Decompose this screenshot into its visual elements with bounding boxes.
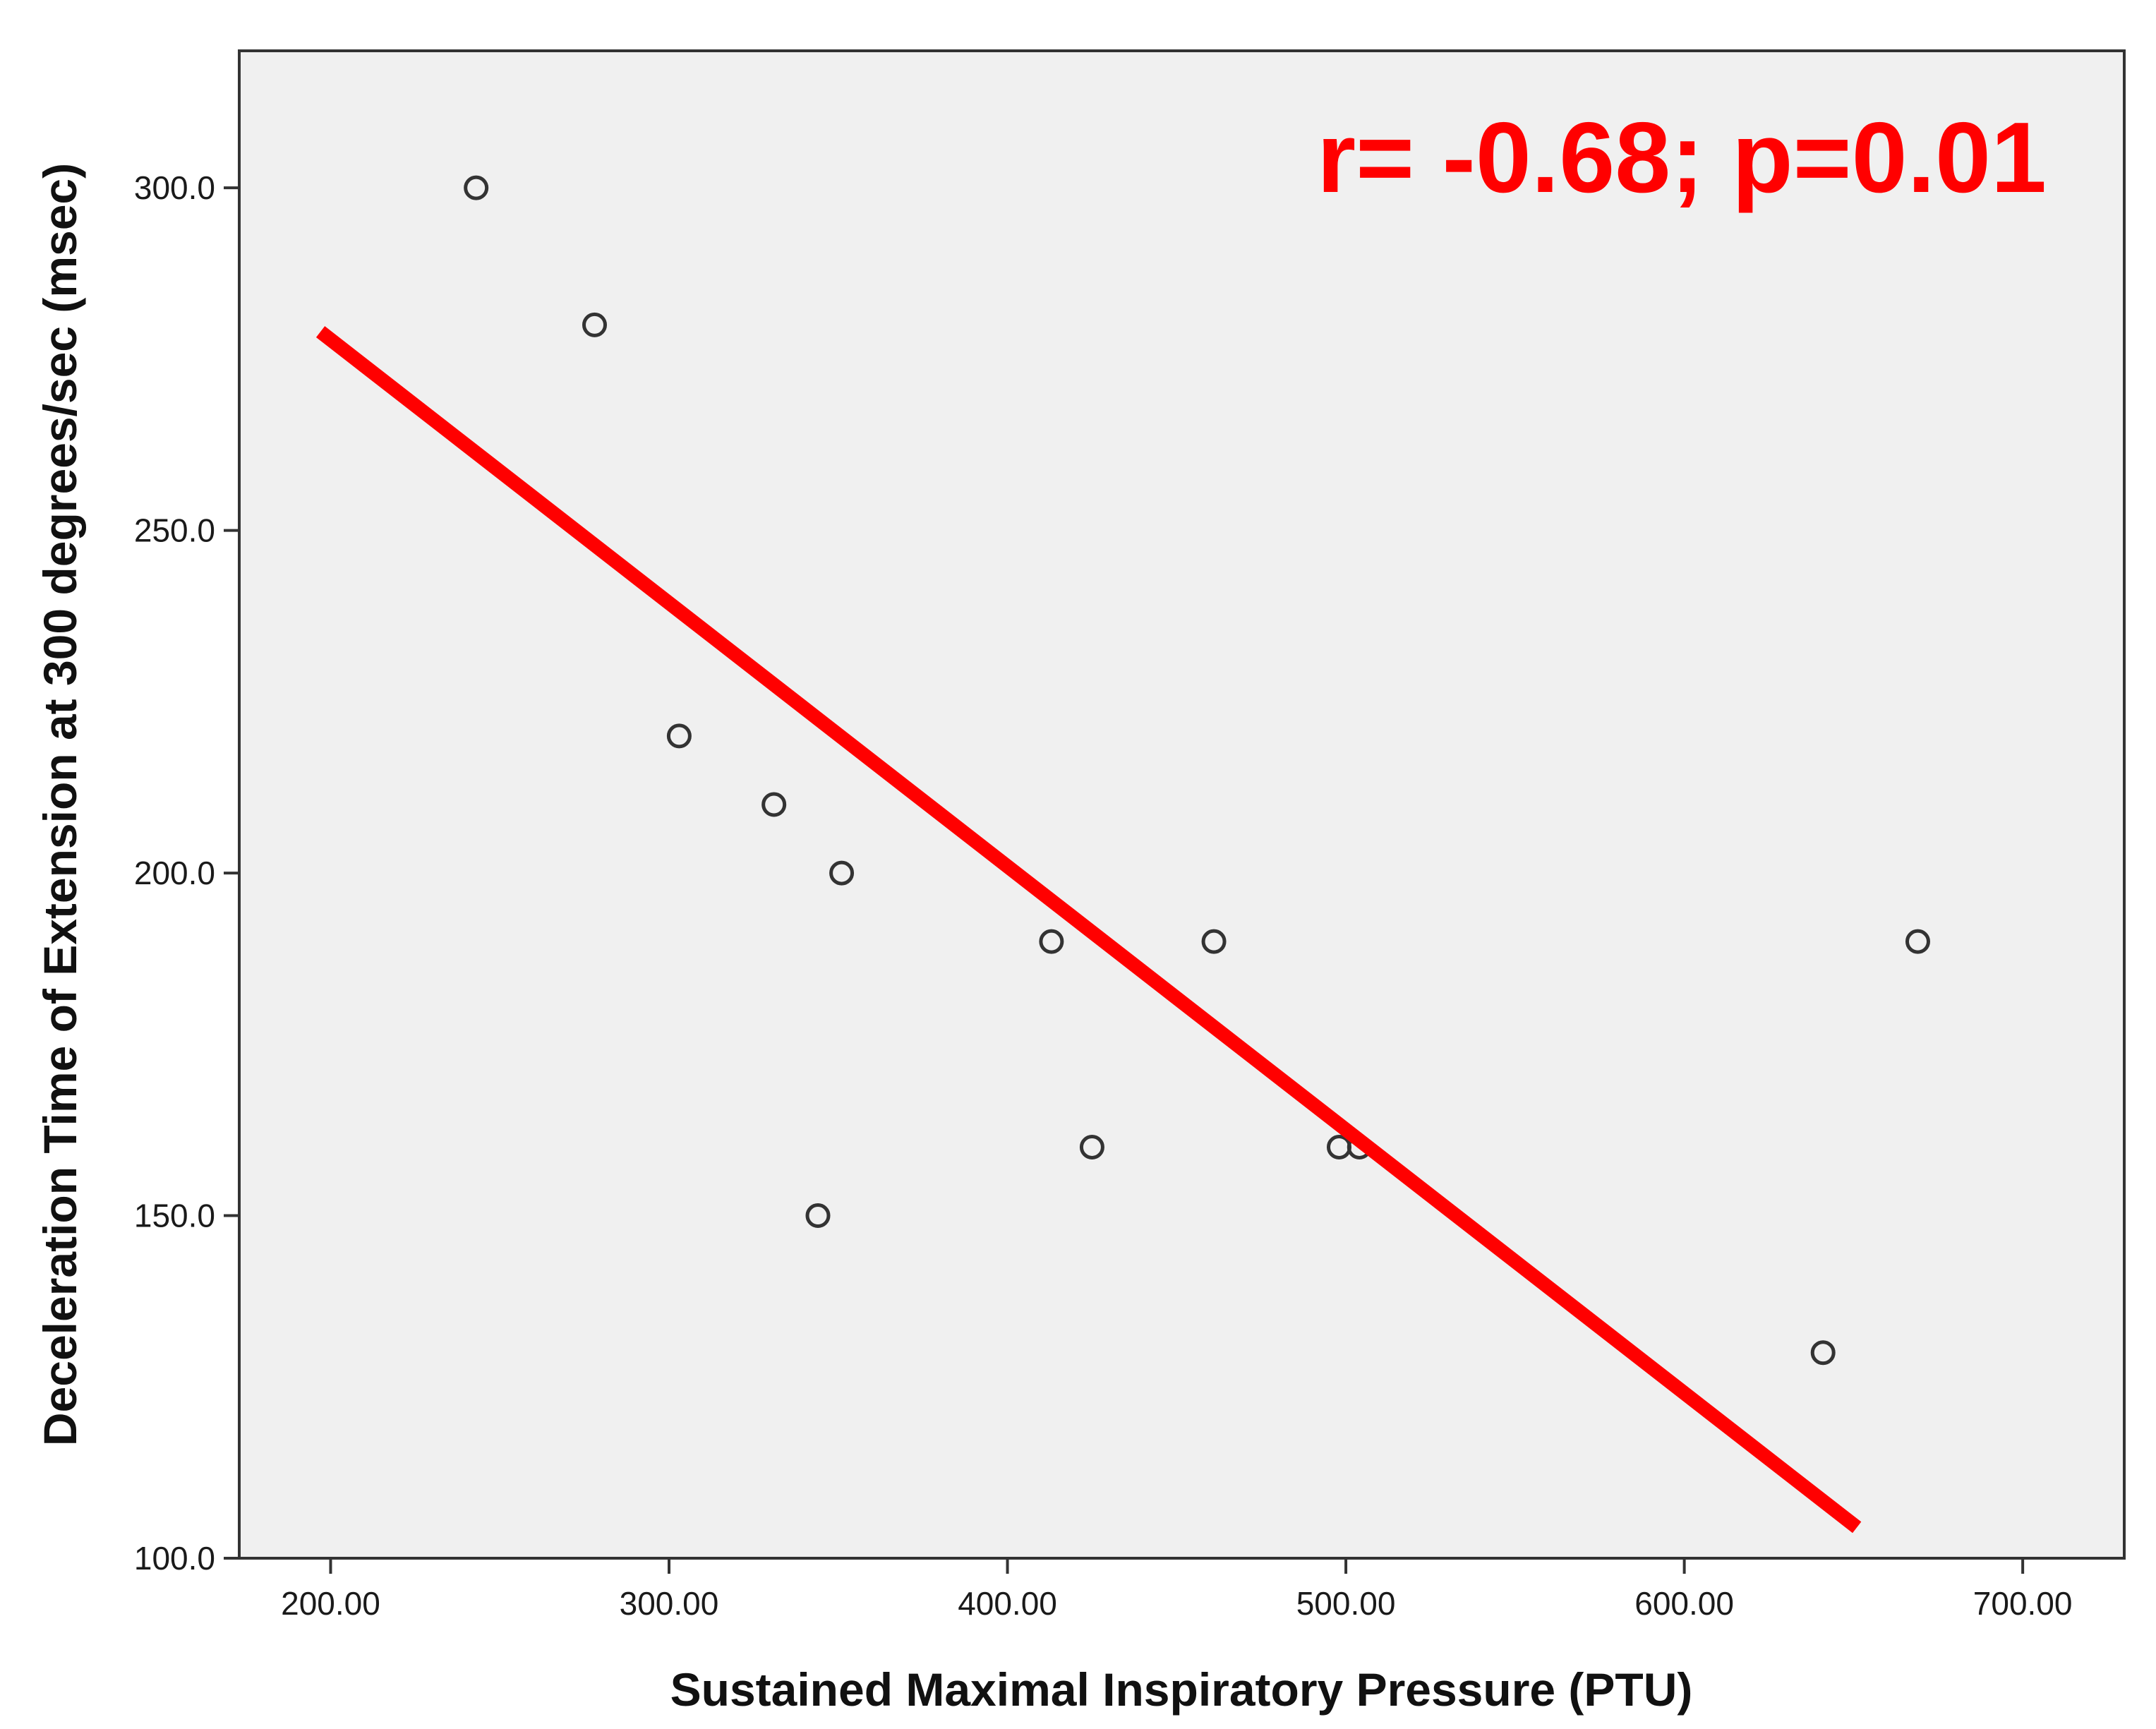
y-axis-ticks: 100.0 150.0 200.0 250.0 300.0 <box>134 169 239 1577</box>
y-axis-title: Deceleration Time of Extension at 300 de… <box>34 163 86 1446</box>
data-point <box>761 792 787 817</box>
x-tick-label: 400.00 <box>958 1585 1057 1622</box>
plot-frame <box>238 49 2126 1560</box>
data-point <box>666 723 692 749</box>
data-point <box>805 1203 831 1229</box>
data-point <box>1039 929 1064 954</box>
x-axis-ticks: 200.00 300.00 400.00 500.00 600.00 700.00 <box>281 1558 2072 1622</box>
correlation-annotation: r= -0.68; p=0.01 <box>1317 102 2047 214</box>
data-point <box>464 175 489 200</box>
x-tick-label: 500.00 <box>1296 1585 1396 1622</box>
y-tick-label: 250.0 <box>134 512 215 549</box>
x-tick-label: 600.00 <box>1634 1585 1734 1622</box>
fit-line <box>315 326 1862 1534</box>
x-tick-label: 700.00 <box>1973 1585 2073 1622</box>
data-point <box>1905 929 1930 954</box>
data-point <box>829 860 855 886</box>
y-tick-label: 200.0 <box>134 855 215 891</box>
data-point <box>1201 929 1227 954</box>
data-point <box>1810 1340 1836 1366</box>
x-tick-label: 300.00 <box>620 1585 719 1622</box>
marks-layer <box>315 175 1930 1534</box>
data-point <box>1079 1134 1104 1159</box>
data-point <box>582 312 608 337</box>
x-tick-label: 200.00 <box>281 1585 380 1622</box>
y-tick-label: 100.0 <box>134 1540 215 1577</box>
y-tick-label: 300.0 <box>134 169 215 206</box>
y-tick-label: 150.0 <box>134 1198 215 1234</box>
plot-area <box>239 51 2124 1558</box>
x-axis-title: Sustained Maximal Inspiratory Pressure (… <box>670 1663 1693 1716</box>
